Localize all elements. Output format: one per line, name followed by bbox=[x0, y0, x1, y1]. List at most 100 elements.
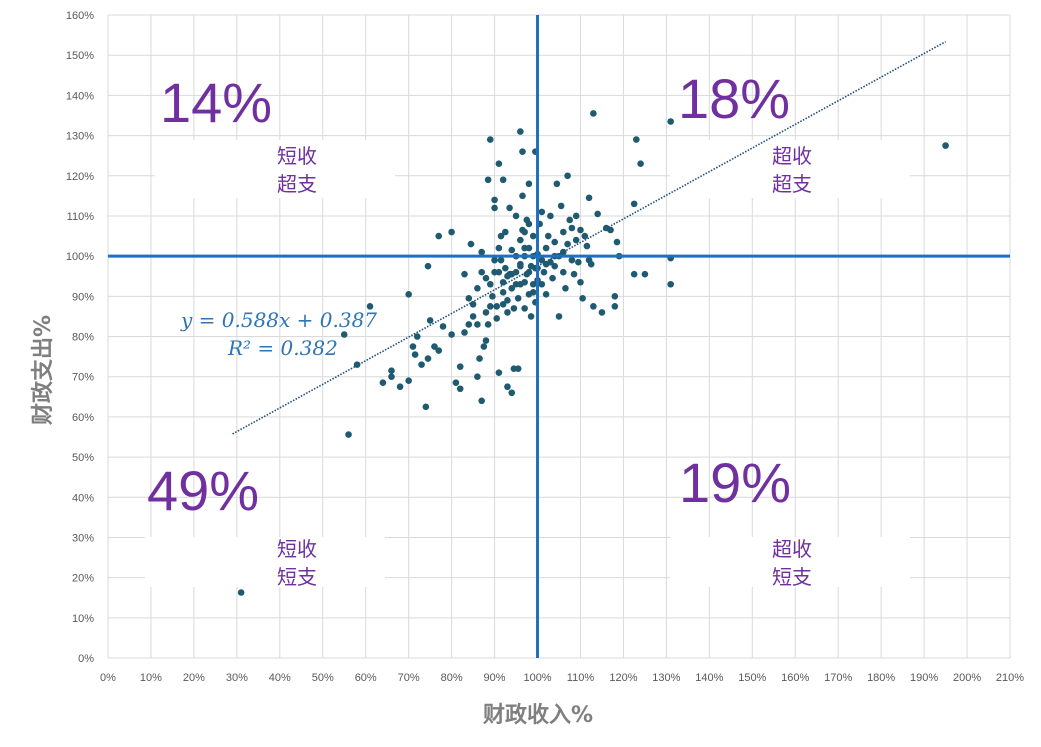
data-point bbox=[504, 309, 511, 316]
data-point bbox=[585, 194, 593, 202]
y-tick-label: 10% bbox=[72, 613, 94, 625]
data-point bbox=[667, 118, 674, 125]
data-point bbox=[237, 589, 245, 596]
data-point bbox=[499, 301, 507, 308]
y-tick-label: 40% bbox=[72, 492, 94, 504]
data-point bbox=[510, 305, 518, 312]
data-point bbox=[489, 293, 496, 300]
data-point bbox=[484, 321, 492, 328]
data-point bbox=[611, 293, 619, 300]
data-point bbox=[581, 232, 589, 240]
data-point bbox=[564, 172, 571, 180]
y-tick-label: 80% bbox=[72, 332, 94, 344]
data-point bbox=[431, 343, 438, 350]
y-tick-label: 140% bbox=[66, 90, 94, 102]
data-point bbox=[495, 268, 503, 276]
data-point bbox=[456, 363, 464, 370]
data-point bbox=[572, 212, 580, 220]
quadrant-box-top-left bbox=[155, 140, 395, 198]
data-point bbox=[508, 246, 516, 254]
data-point bbox=[514, 365, 522, 372]
data-point bbox=[942, 142, 949, 149]
data-point bbox=[637, 160, 644, 167]
y-tick-label: 30% bbox=[72, 532, 94, 544]
data-point bbox=[611, 303, 619, 310]
data-points bbox=[237, 110, 949, 596]
quadrant-pct-bottom-left: 49% bbox=[147, 459, 259, 522]
data-point bbox=[502, 264, 509, 272]
data-point bbox=[517, 260, 524, 268]
x-tick-label: 50% bbox=[312, 672, 334, 684]
data-point bbox=[613, 238, 621, 246]
data-point bbox=[630, 270, 638, 278]
data-point bbox=[491, 196, 498, 204]
data-point bbox=[486, 136, 494, 143]
data-point bbox=[587, 260, 595, 268]
data-point bbox=[521, 244, 528, 252]
x-tick-label: 160% bbox=[781, 672, 809, 684]
x-tick-label: 180% bbox=[867, 672, 895, 684]
data-point bbox=[418, 361, 425, 368]
data-point bbox=[607, 226, 614, 234]
data-point bbox=[502, 228, 509, 236]
data-point bbox=[521, 228, 528, 236]
data-point bbox=[388, 367, 395, 374]
quadrant-top-left: 14% 短收 超支 bbox=[155, 71, 395, 198]
data-point bbox=[521, 278, 528, 286]
data-point bbox=[667, 280, 674, 288]
x-tick-label: 40% bbox=[269, 672, 291, 684]
data-point bbox=[512, 280, 520, 288]
data-point bbox=[521, 305, 528, 312]
data-point bbox=[559, 268, 567, 276]
x-tick-label: 0% bbox=[100, 672, 116, 684]
data-point bbox=[553, 180, 561, 188]
x-tick-label: 80% bbox=[441, 672, 463, 684]
x-tick-label: 120% bbox=[609, 672, 637, 684]
data-point bbox=[577, 278, 584, 286]
data-point bbox=[469, 313, 477, 320]
quadrant-label-bottom-left-1: 短收 bbox=[277, 537, 317, 561]
regression-equation: y = 0.588x + 0.387 bbox=[180, 308, 377, 332]
x-tick-label: 10% bbox=[140, 672, 162, 684]
data-point bbox=[583, 242, 591, 250]
data-point bbox=[461, 270, 468, 278]
x-tick-label: 190% bbox=[910, 672, 938, 684]
data-point bbox=[491, 256, 498, 264]
data-point bbox=[474, 284, 481, 292]
data-point bbox=[519, 148, 526, 155]
data-point bbox=[538, 256, 546, 264]
x-tick-label: 210% bbox=[996, 672, 1024, 684]
data-point bbox=[495, 369, 503, 376]
data-point bbox=[491, 204, 498, 212]
data-point bbox=[482, 337, 490, 344]
data-point bbox=[504, 272, 511, 280]
data-point bbox=[517, 236, 524, 244]
x-tick-label: 30% bbox=[226, 672, 248, 684]
data-point bbox=[409, 343, 417, 350]
data-point bbox=[482, 309, 490, 316]
quadrant-box-bottom-right bbox=[670, 537, 910, 587]
data-point bbox=[435, 347, 443, 354]
data-point bbox=[482, 274, 490, 282]
quadrant-box-bottom-left bbox=[145, 537, 385, 587]
data-point bbox=[478, 268, 485, 276]
y-axis-ticks: 0% 10% 20% 30% 40% 50% 60% 70% 80% 90% 100% 110% 120… bbox=[66, 10, 94, 665]
data-point bbox=[641, 270, 649, 278]
quadrant-label-bottom-right-2: 短支 bbox=[772, 565, 812, 589]
data-point bbox=[514, 295, 522, 302]
data-point bbox=[340, 331, 348, 338]
data-point bbox=[529, 232, 537, 240]
data-point bbox=[504, 297, 511, 304]
data-point bbox=[525, 220, 533, 228]
data-point bbox=[540, 268, 548, 276]
y-tick-label: 120% bbox=[66, 171, 94, 183]
data-point bbox=[456, 385, 464, 393]
y-tick-label: 130% bbox=[66, 131, 94, 143]
x-tick-label: 150% bbox=[738, 672, 766, 684]
data-point bbox=[467, 240, 475, 248]
y-tick-label: 0% bbox=[78, 653, 94, 665]
quadrant-bottom-right: 19% 超收 短支 bbox=[670, 451, 910, 589]
grid-lines bbox=[107, 14, 1011, 659]
data-point bbox=[549, 274, 556, 282]
